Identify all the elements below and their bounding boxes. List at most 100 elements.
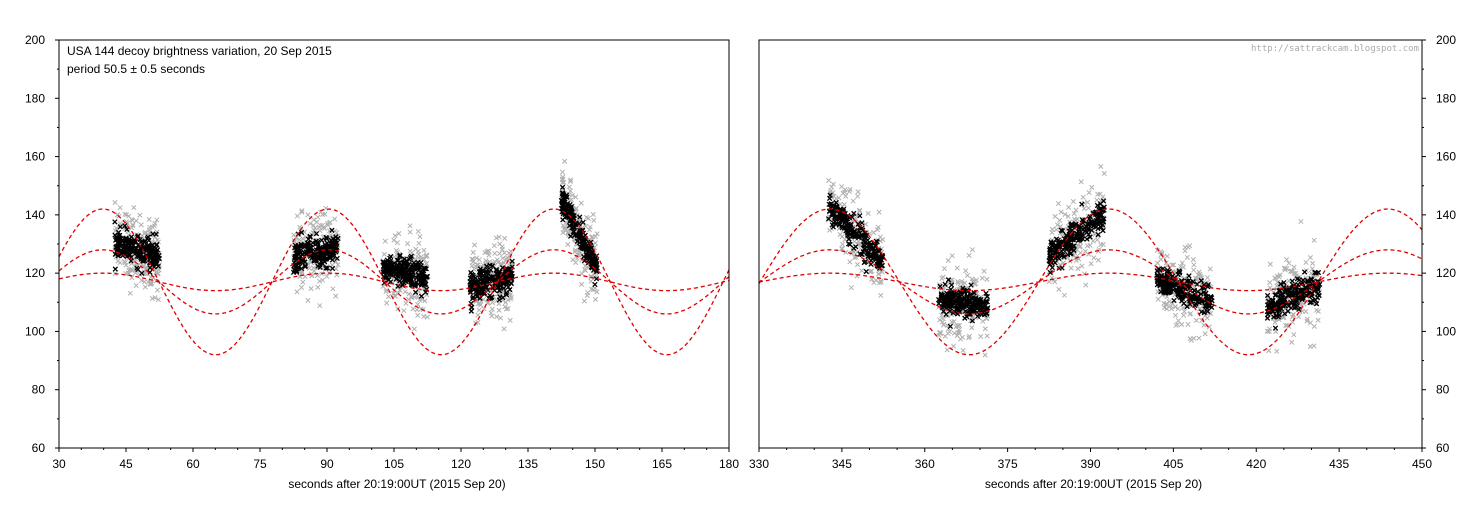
data-point [1285, 287, 1292, 293]
data-point-spread [1206, 324, 1212, 330]
data-point [418, 293, 425, 299]
y-tick-label: 120 [25, 266, 45, 280]
data-point-spread [421, 247, 427, 253]
x-axis-title: seconds after 20:19:00UT (2015 Sep 20) [985, 477, 1202, 491]
data-point-spread [475, 301, 481, 307]
data-point [389, 261, 396, 268]
data-point [296, 255, 302, 261]
data-point-spread [949, 253, 955, 259]
data-point [974, 299, 980, 305]
data-point [501, 285, 507, 291]
x-tick-label: 165 [652, 457, 672, 471]
data-point [841, 206, 847, 212]
data-point [561, 195, 567, 201]
data-point-spread [501, 260, 507, 266]
data-point-spread [979, 275, 985, 281]
data-point [124, 238, 131, 244]
data-point-spread [1154, 247, 1160, 253]
x-tick-label: 120 [451, 457, 471, 471]
data-point [862, 246, 868, 252]
data-point-spread [1282, 265, 1288, 271]
data-point [132, 239, 138, 245]
data-point-spread [1098, 242, 1104, 248]
data-point-spread [1207, 266, 1213, 272]
data-point [315, 263, 321, 269]
data-point-spread [1056, 286, 1062, 292]
data-point-spread [1197, 306, 1203, 312]
data-point-spread [1280, 314, 1286, 320]
data-point-spread [1066, 204, 1072, 210]
data-point-spread [310, 222, 316, 228]
data-point-spread [409, 295, 415, 301]
data-point-spread [475, 319, 481, 325]
data-point-spread [407, 223, 413, 229]
data-point-spread [840, 190, 846, 196]
data-point-spread [1197, 271, 1203, 277]
data-point-spread [405, 296, 412, 302]
data-point [955, 294, 961, 301]
data-point-spread [956, 322, 963, 328]
data-point-spread [125, 270, 131, 276]
x-tick-label: 450 [1412, 457, 1432, 471]
data-point [1181, 300, 1187, 307]
data-point [477, 280, 484, 286]
data-point [424, 273, 431, 279]
data-point [138, 256, 144, 262]
data-point [1282, 311, 1288, 317]
data-point-spread [402, 289, 408, 295]
data-point-spread [1052, 213, 1058, 219]
data-point-spread [852, 255, 858, 261]
data-point-spread [567, 188, 574, 194]
data-point [861, 259, 867, 266]
data-point-spread [984, 333, 990, 339]
data-point [560, 217, 566, 223]
model-curve-1 [759, 208, 1422, 356]
data-point [559, 200, 566, 206]
data-point-spread [1092, 230, 1098, 236]
data-point-spread [469, 256, 475, 262]
data-point-spread [1179, 321, 1185, 328]
data-point-spread [1075, 265, 1081, 272]
data-point-spread [1277, 272, 1283, 278]
grey-points [825, 163, 1322, 358]
data-point [1191, 287, 1197, 294]
data-point-spread [951, 343, 957, 349]
data-point-spread [1057, 217, 1063, 223]
data-point [497, 294, 503, 300]
data-point-spread [1289, 339, 1295, 345]
data-point [577, 214, 583, 220]
data-point [334, 255, 340, 262]
data-point [403, 269, 410, 275]
data-point-spread [589, 234, 595, 240]
data-point-spread [1307, 343, 1313, 350]
data-point [1205, 284, 1211, 290]
data-point-spread [1089, 184, 1095, 190]
data-point [967, 292, 974, 298]
data-point-spread [422, 298, 428, 304]
data-point [588, 239, 594, 245]
data-point [565, 213, 571, 220]
data-point [851, 233, 857, 239]
data-point-spread [146, 216, 152, 222]
data-point-spread [1274, 279, 1281, 285]
data-point-spread [982, 326, 988, 332]
x-tick-label: 405 [1163, 457, 1183, 471]
data-point-spread [937, 329, 943, 335]
data-point-spread [112, 199, 118, 205]
data-point-spread [1309, 266, 1315, 272]
data-point-spread [1079, 263, 1085, 269]
data-point [1277, 298, 1284, 304]
data-point-spread [1311, 323, 1317, 329]
data-point-spread [145, 279, 151, 285]
data-point-spread [299, 208, 305, 214]
data-point [307, 234, 313, 240]
data-point-spread [941, 265, 948, 272]
data-point-spread [578, 281, 585, 287]
data-point-spread [581, 298, 587, 304]
x-tick-label: 390 [1080, 457, 1100, 471]
data-point [122, 223, 128, 229]
data-point-spread [294, 289, 300, 295]
data-point-spread [130, 222, 136, 228]
data-point-spread [115, 258, 121, 264]
data-point-spread [855, 193, 861, 199]
